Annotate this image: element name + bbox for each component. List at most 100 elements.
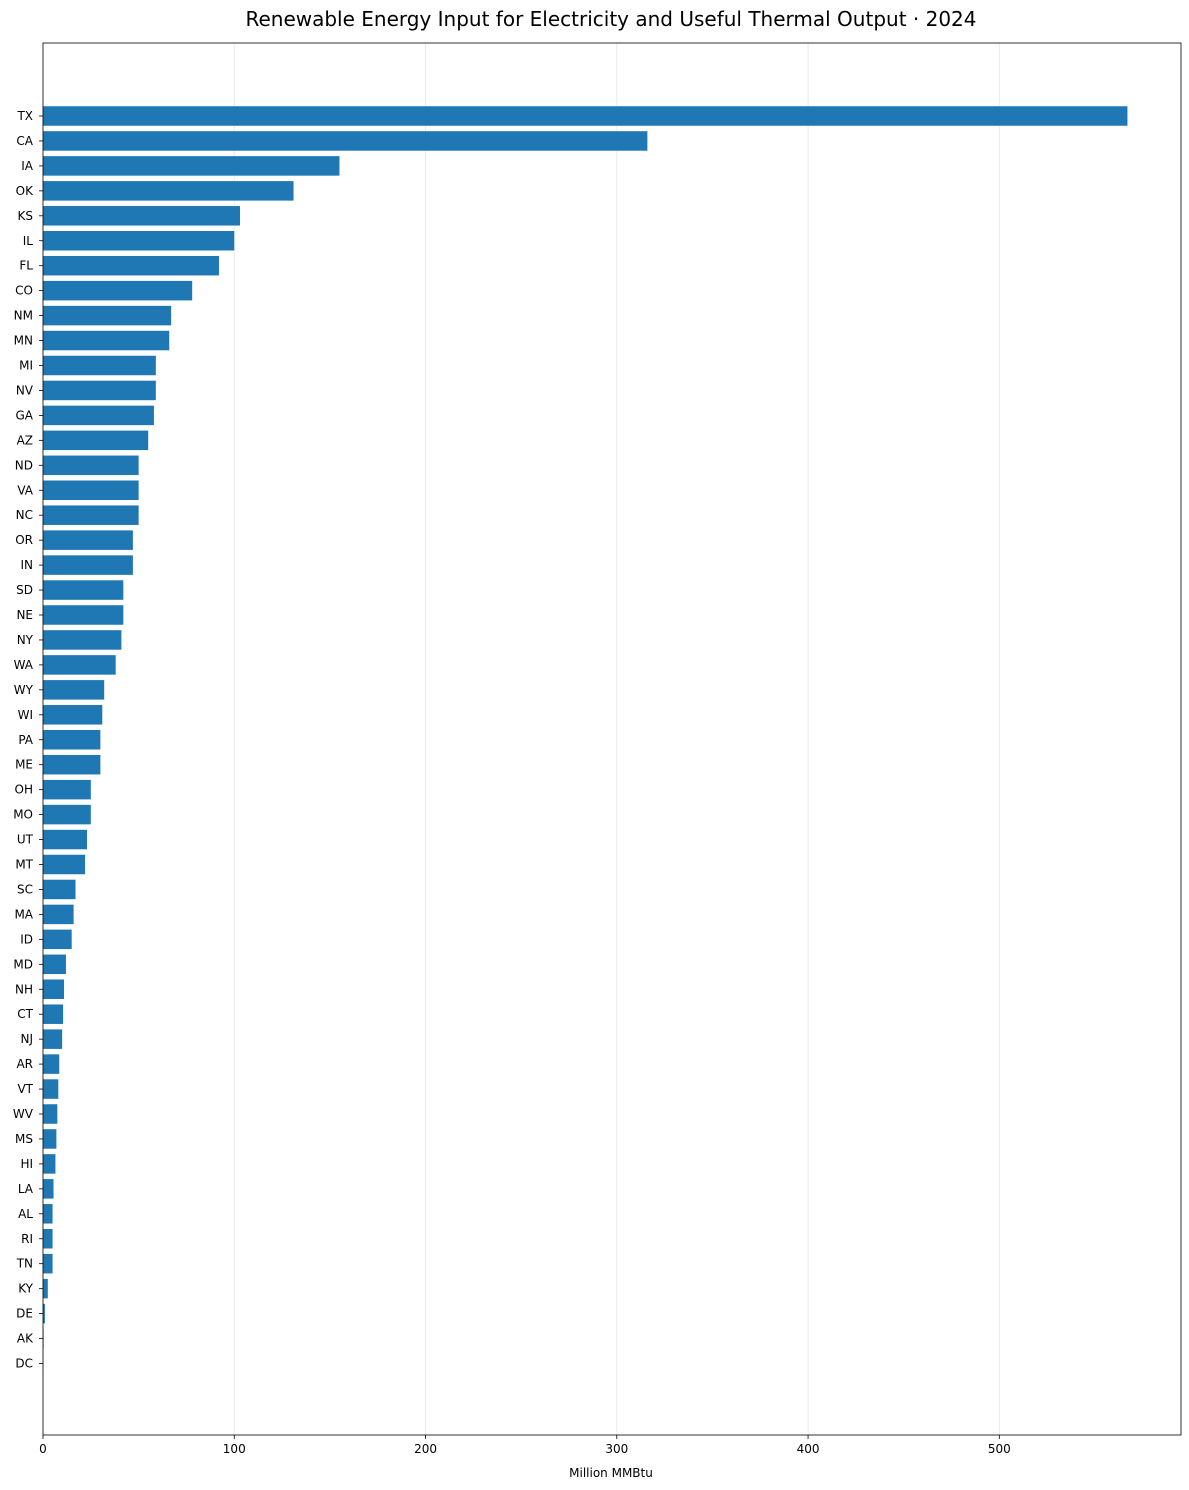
bar-ar xyxy=(43,1054,60,1074)
x-axis-label: Million MMBtu xyxy=(569,1466,653,1480)
bar-ne xyxy=(43,605,124,625)
y-tick-label-mn: MN xyxy=(14,334,33,348)
bar-ky xyxy=(43,1278,48,1299)
y-tick-label-pa: PA xyxy=(18,733,33,747)
y-tick-label-ky: KY xyxy=(18,1282,33,1296)
bar-la xyxy=(43,1179,54,1199)
x-tick-labels: 0 100 200 300 400 500 xyxy=(39,1435,1011,1456)
y-tick-label-nj: NJ xyxy=(20,1032,33,1046)
y-tick-label-de: DE xyxy=(16,1307,33,1321)
y-tick-label-vt: VT xyxy=(17,1082,33,1096)
bar-oh xyxy=(43,779,91,800)
y-tick-label-il: IL xyxy=(23,234,34,248)
bar-il xyxy=(43,231,235,251)
y-tick-label-fl: FL xyxy=(19,259,33,273)
bar-ma xyxy=(43,904,74,925)
bar-pa xyxy=(43,730,101,750)
bar-ny xyxy=(43,630,122,650)
y-tick-label-ca: CA xyxy=(16,134,33,148)
bar-md xyxy=(43,954,66,975)
bar-nc xyxy=(43,505,139,525)
bar-nj xyxy=(43,1029,63,1049)
y-tick-label-la: LA xyxy=(18,1182,34,1196)
y-tick-label-md: MD xyxy=(13,957,33,971)
bar-wv xyxy=(43,1104,58,1124)
y-tick-label-ak: AK xyxy=(17,1332,34,1346)
y-tick-label-nv: NV xyxy=(16,383,34,397)
y-tick-label-ma: MA xyxy=(14,907,33,921)
y-tick-label-ms: MS xyxy=(15,1132,33,1146)
bar-ri xyxy=(43,1229,53,1249)
y-tick-label-al: AL xyxy=(18,1207,33,1221)
bar-ia xyxy=(43,156,340,176)
bar-wa xyxy=(43,655,116,675)
x-tick-label: 500 xyxy=(988,1442,1011,1456)
bar-id xyxy=(43,929,72,950)
bar-ok xyxy=(43,181,294,201)
bar-nh xyxy=(43,979,65,999)
y-tick-label-mt: MT xyxy=(15,858,33,872)
y-tick-label-ga: GA xyxy=(15,408,33,422)
y-tick-label-tx: TX xyxy=(16,109,33,123)
y-tick-label-ks: KS xyxy=(18,209,34,223)
y-tick-label-mo: MO xyxy=(13,808,33,822)
y-tick-label-ar: AR xyxy=(16,1057,33,1071)
bar-al xyxy=(43,1204,53,1224)
bar-wi xyxy=(43,705,103,725)
y-tick-label-ct: CT xyxy=(17,1007,33,1021)
bar-nv xyxy=(43,380,156,401)
gridlines xyxy=(42,43,1000,1435)
x-tick-label: 0 xyxy=(39,1442,47,1456)
y-tick-label-ne: NE xyxy=(16,608,33,622)
bar-fl xyxy=(43,255,219,276)
bar-mi xyxy=(43,355,156,376)
y-tick-label-sd: SD xyxy=(16,583,33,597)
x-tick-label: 100 xyxy=(223,1442,246,1456)
y-tick-label-mi: MI xyxy=(19,359,33,373)
y-tick-label-az: AZ xyxy=(17,433,33,447)
plot-frame xyxy=(42,42,1182,1436)
y-tick-label-ut: UT xyxy=(17,833,34,847)
bar-mo xyxy=(43,804,91,825)
bar-nm xyxy=(43,305,172,326)
y-tick-label-in: IN xyxy=(20,558,33,572)
bar-va xyxy=(43,480,139,500)
y-tick-label-wy: WY xyxy=(14,683,34,697)
bar-de xyxy=(43,1303,45,1324)
bar-sc xyxy=(43,879,76,900)
y-tick-label-tn: TN xyxy=(16,1257,33,1271)
bar-az xyxy=(43,430,149,451)
bar-mt xyxy=(43,854,86,875)
y-tick-label-ri: RI xyxy=(21,1232,33,1246)
bar-tn xyxy=(43,1253,53,1274)
y-tick-label-hi: HI xyxy=(20,1157,33,1171)
x-tick-label: 300 xyxy=(605,1442,628,1456)
y-tick-label-ny: NY xyxy=(17,633,34,647)
y-tick-label-or: OR xyxy=(15,533,33,547)
y-tick-label-me: ME xyxy=(15,758,33,772)
y-tick-label-ia: IA xyxy=(21,159,34,173)
bar-ks xyxy=(43,206,240,226)
bar-or xyxy=(43,530,133,550)
bars xyxy=(43,106,1128,1374)
y-tick-label-nd: ND xyxy=(15,458,33,472)
bar-ga xyxy=(43,405,154,426)
y-tick-label-va: VA xyxy=(17,483,33,497)
y-tick-label-nc: NC xyxy=(16,508,33,522)
bar-ca xyxy=(43,131,648,151)
y-tick-label-ok: OK xyxy=(16,184,34,198)
y-tick-labels: TX CA IA OK KS IL FL CO NM MN MI NV GA AZ ND VA NC OR IN SD… xyxy=(13,109,43,1371)
y-tick-label-wv: WV xyxy=(13,1107,34,1121)
x-tick-label: 400 xyxy=(797,1442,820,1456)
bar-tx xyxy=(43,106,1128,126)
bar-ut xyxy=(43,829,87,850)
y-tick-label-dc: DC xyxy=(15,1357,33,1371)
y-tick-label-id: ID xyxy=(20,932,33,946)
y-tick-label-wi: WI xyxy=(18,708,33,722)
bar-co xyxy=(43,280,193,301)
bar-nd xyxy=(43,455,139,476)
y-tick-label-sc: SC xyxy=(17,882,33,896)
x-tick-label: 200 xyxy=(414,1442,437,1456)
y-tick-label-co: CO xyxy=(15,284,33,298)
